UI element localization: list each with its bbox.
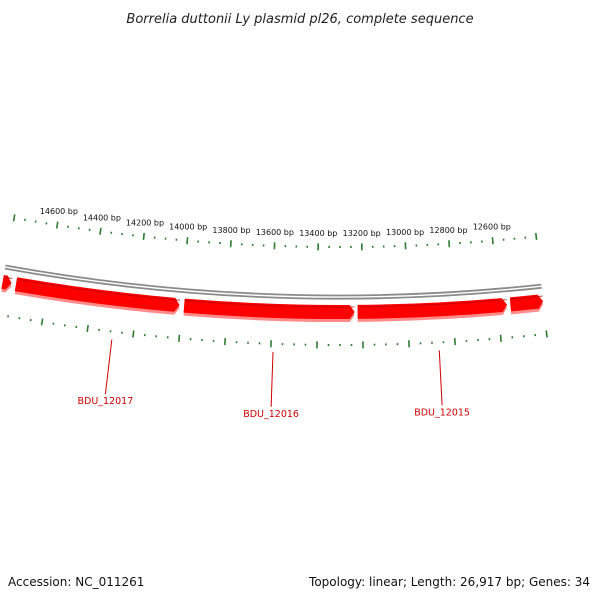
tick-label: 12600 bp: [473, 223, 511, 232]
gene-arrow: [183, 298, 355, 322]
outer-tick-mark: [142, 232, 145, 241]
inner-tick-mark: [40, 318, 44, 326]
summary-text: Topology: linear; Length: 26,917 bp; Gen…: [308, 575, 590, 589]
gene-label: BDU_12017: [78, 396, 134, 407]
accession-text: Accession: NC_011261: [8, 575, 144, 589]
backbone-highlight: [5, 266, 542, 298]
tick-label: 13800 bp: [212, 226, 250, 235]
outer-tick-mark: [186, 237, 189, 245]
gene-label: BDU_12015: [414, 407, 470, 418]
inner-tick-mark: [86, 324, 89, 333]
gene-label: BDU_12016: [243, 409, 299, 420]
gene-arrow-edge: [16, 278, 181, 301]
gene-arrow-edge: [357, 299, 507, 308]
gene-arrow-edge: [3, 276, 13, 280]
gene-arrow: [14, 277, 181, 315]
gene-arrow-edge: [509, 295, 543, 300]
inner-tick-mark: [545, 330, 548, 338]
sequence-backbone: [4, 264, 542, 300]
inner-tick-mark: [132, 330, 135, 338]
inner-tick-mark: [178, 334, 181, 342]
tick-label: 14200 bp: [126, 219, 164, 228]
tick-label: 13400 bp: [299, 229, 337, 238]
gene-label-leader: [438, 350, 443, 406]
gene-arrow-body: [357, 298, 508, 319]
gene-arrow: [1, 274, 13, 293]
outer-tick-mark: [55, 221, 59, 229]
tick-label: 14400 bp: [83, 213, 121, 222]
gene-track: [1, 274, 544, 322]
tick-label: 14000 bp: [169, 223, 207, 232]
tick-ring: 14600 bp 14400 bp 14200 bp 14000 bp 13800 bp…: [7, 207, 548, 349]
gene-arrow: [357, 298, 508, 322]
outer-tick-mark: [99, 227, 102, 235]
tick-label: 13000 bp: [386, 228, 424, 237]
inner-tick-mark: [499, 334, 502, 342]
outer-tick-mark: [535, 232, 538, 241]
outer-tick-mark: [12, 214, 16, 222]
gene-arrow: [509, 294, 544, 315]
tick-label: 14600 bp: [40, 207, 78, 216]
gene-label-leader: [270, 351, 274, 407]
gene-arrow-body: [1, 274, 12, 290]
tick-label: 13200 bp: [343, 229, 381, 238]
gene-labels: BDU_12017 BDU_12016 BDU_12015: [78, 339, 470, 420]
gene-label-leader: [104, 339, 113, 395]
gene-arrow-edge: [184, 300, 355, 308]
tick-label: 13600 bp: [256, 228, 294, 237]
outer-tick-mark: [491, 237, 494, 245]
map-title: Borrelia duttonii Ly plasmid pl26, compl…: [126, 12, 473, 27]
tick-label: 12800 bp: [429, 226, 467, 235]
